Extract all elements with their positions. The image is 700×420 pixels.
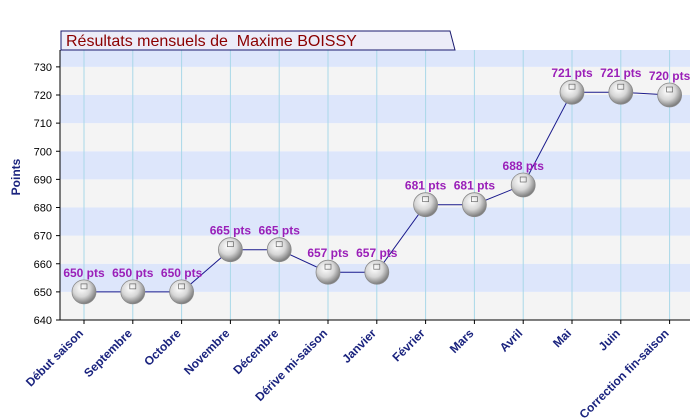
background-bands	[60, 50, 690, 320]
data-label: 650 pts	[161, 266, 203, 280]
point-glyph	[617, 83, 625, 90]
y-tick-label: 640	[34, 315, 52, 327]
data-label: 721 pts	[600, 66, 642, 80]
y-tick-label: 700	[34, 146, 52, 158]
band	[60, 50, 690, 67]
data-point	[217, 237, 243, 263]
band	[60, 291, 690, 320]
point-glyph	[422, 196, 429, 203]
data-point	[266, 237, 292, 263]
x-tick-label: Juin	[596, 326, 623, 353]
y-tick-label: 720	[34, 90, 52, 102]
y-ticks: 640 650 660 670 680 690 700 710 720 730	[34, 62, 60, 327]
x-tick-label: Mai	[550, 326, 574, 350]
data-label: 681 pts	[454, 179, 496, 193]
data-point	[608, 79, 634, 105]
title-text: Résultats mensuels de Maxime BOISSY	[66, 33, 357, 50]
point-glyph	[178, 283, 185, 290]
y-tick-label: 670	[34, 231, 52, 243]
data-point	[510, 172, 536, 198]
data-labels: 650 pts 650 pts 650 pts 665 pts 665 pts 657 p…	[63, 66, 690, 280]
chart-title: Résultats mensuels de Maxime BOISSY	[60, 30, 456, 51]
point-glyph	[519, 176, 527, 183]
y-tick-label: 690	[34, 174, 52, 186]
data-point	[364, 259, 390, 285]
data-label: 650 pts	[63, 266, 105, 280]
x-tick-label: Décembre	[230, 326, 281, 377]
data-points	[71, 79, 682, 305]
y-tick-label: 730	[34, 62, 52, 74]
data-label: 681 pts	[405, 179, 447, 193]
x-tick-label: Janvier	[339, 326, 379, 366]
data-label: 657 pts	[356, 246, 398, 260]
data-point	[413, 192, 439, 218]
band	[60, 179, 690, 208]
x-tick-label: Septembre	[81, 326, 135, 380]
point-glyph	[666, 86, 673, 93]
point-glyph	[275, 241, 283, 248]
band	[60, 151, 690, 180]
data-label: 720 pts	[649, 69, 691, 83]
band	[60, 235, 690, 264]
data-label: 665 pts	[259, 224, 301, 238]
x-tick-label: Avril	[497, 326, 525, 354]
data-point	[120, 279, 146, 305]
point-glyph	[227, 241, 234, 248]
data-label: 665 pts	[210, 224, 252, 238]
data-point	[315, 259, 341, 285]
data-point	[657, 82, 682, 108]
data-label: 650 pts	[112, 266, 154, 280]
point-glyph	[471, 196, 478, 203]
data-point	[559, 79, 585, 105]
data-point	[71, 279, 97, 305]
point-glyph	[373, 263, 381, 270]
data-label: 688 pts	[503, 159, 545, 173]
x-tick-label: Correction fin-saison	[576, 326, 671, 420]
point-glyph	[80, 283, 88, 290]
y-axis-title: Points	[9, 158, 23, 195]
band	[60, 95, 690, 124]
x-tick-label: Octobre	[141, 326, 184, 369]
data-label: 721 pts	[551, 66, 593, 80]
y-tick-label: 680	[34, 203, 52, 215]
data-point	[169, 279, 195, 305]
x-tick-label: Mars	[447, 326, 477, 356]
y-tick-label: 710	[34, 118, 52, 130]
y-tick-label: 650	[34, 287, 52, 299]
point-glyph	[568, 83, 576, 90]
band	[60, 207, 690, 236]
y-tick-label: 660	[34, 259, 52, 271]
data-label: 657 pts	[307, 246, 349, 260]
data-point	[461, 192, 487, 218]
title-box	[60, 30, 456, 51]
band	[60, 123, 690, 152]
x-tick-label: Février	[390, 326, 428, 364]
x-tick-label: Début saison	[23, 326, 86, 389]
band	[60, 66, 690, 95]
point-glyph	[129, 283, 137, 290]
point-glyph	[324, 263, 332, 270]
x-tick-label: Novembre	[181, 326, 233, 378]
